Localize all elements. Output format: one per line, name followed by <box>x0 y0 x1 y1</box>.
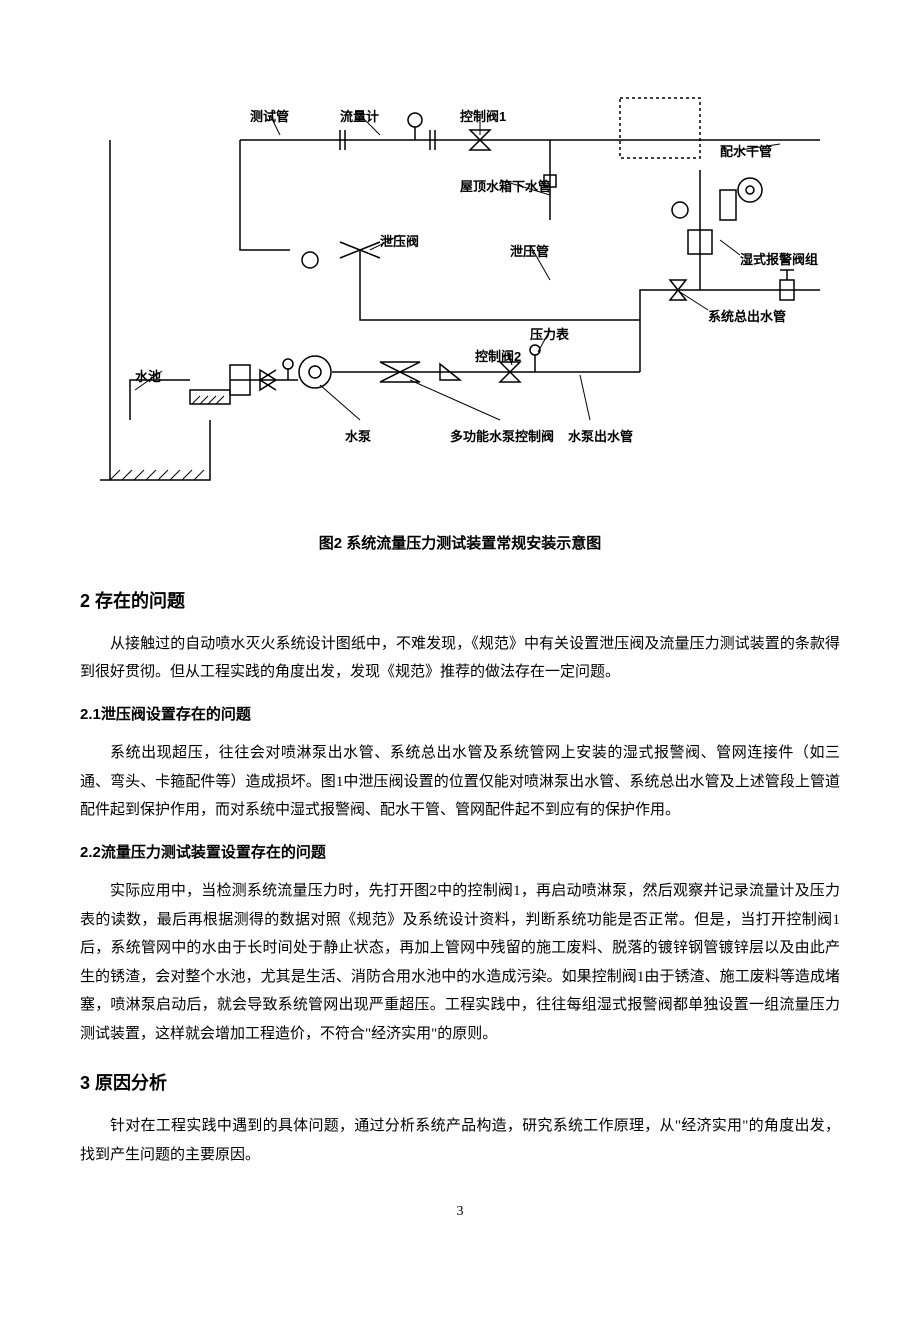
para-s22: 实际应用中，当检测系统流量压力时，先打开图2中的控制阀1，再启动喷淋泵，然后观察… <box>80 877 840 1048</box>
figure-2: 测试管 流量计 控制阀1 配水干管 屋顶水箱下水管 泄压阀 泄压管 湿式报警阀组… <box>80 80 840 500</box>
label-relief-valve: 泄压阀 <box>380 230 419 255</box>
heading-section-2-2: 2.2流量压力测试装置设置存在的问题 <box>80 839 840 868</box>
label-multi-valve: 多功能水泵控制阀 <box>450 425 554 450</box>
para-s2-intro: 从接触过的自动喷水灭火系统设计图纸中，不难发现，《规范》中有关设置泄压阀及流量压… <box>80 630 840 687</box>
label-roof-tank-pipe: 屋顶水箱下水管 <box>460 175 551 200</box>
label-dist-main: 配水干管 <box>720 140 772 165</box>
label-pump: 水泵 <box>345 425 371 450</box>
label-sys-out-pipe: 系统总出水管 <box>708 305 786 330</box>
label-wet-alarm: 湿式报警阀组 <box>740 248 818 273</box>
label-flow-meter: 流量计 <box>340 105 379 130</box>
label-pool: 水池 <box>135 365 161 390</box>
figure-caption: 图2 系统流量压力测试装置常规安装示意图 <box>80 530 840 559</box>
label-test-pipe: 测试管 <box>250 105 289 130</box>
label-ctrl-valve-2: 控制阀2 <box>475 345 521 370</box>
heading-section-2-1: 2.1泄压阀设置存在的问题 <box>80 701 840 730</box>
para-s3-intro: 针对在工程实践中遇到的具体问题，通过分析系统产品构造，研究系统工作原理，从"经济… <box>80 1112 840 1169</box>
label-ctrl-valve-1: 控制阀1 <box>460 105 506 130</box>
para-s21: 系统出现超压，往往会对喷淋泵出水管、系统总出水管及系统管网上安装的湿式报警阀、管… <box>80 739 840 825</box>
heading-section-2: 2 存在的问题 <box>80 584 840 618</box>
page-number: 3 <box>80 1199 840 1226</box>
label-pump-out-pipe: 水泵出水管 <box>568 425 633 450</box>
heading-section-3: 3 原因分析 <box>80 1066 840 1100</box>
label-relief-pipe: 泄压管 <box>510 240 549 265</box>
label-pressure-gauge: 压力表 <box>530 323 569 348</box>
